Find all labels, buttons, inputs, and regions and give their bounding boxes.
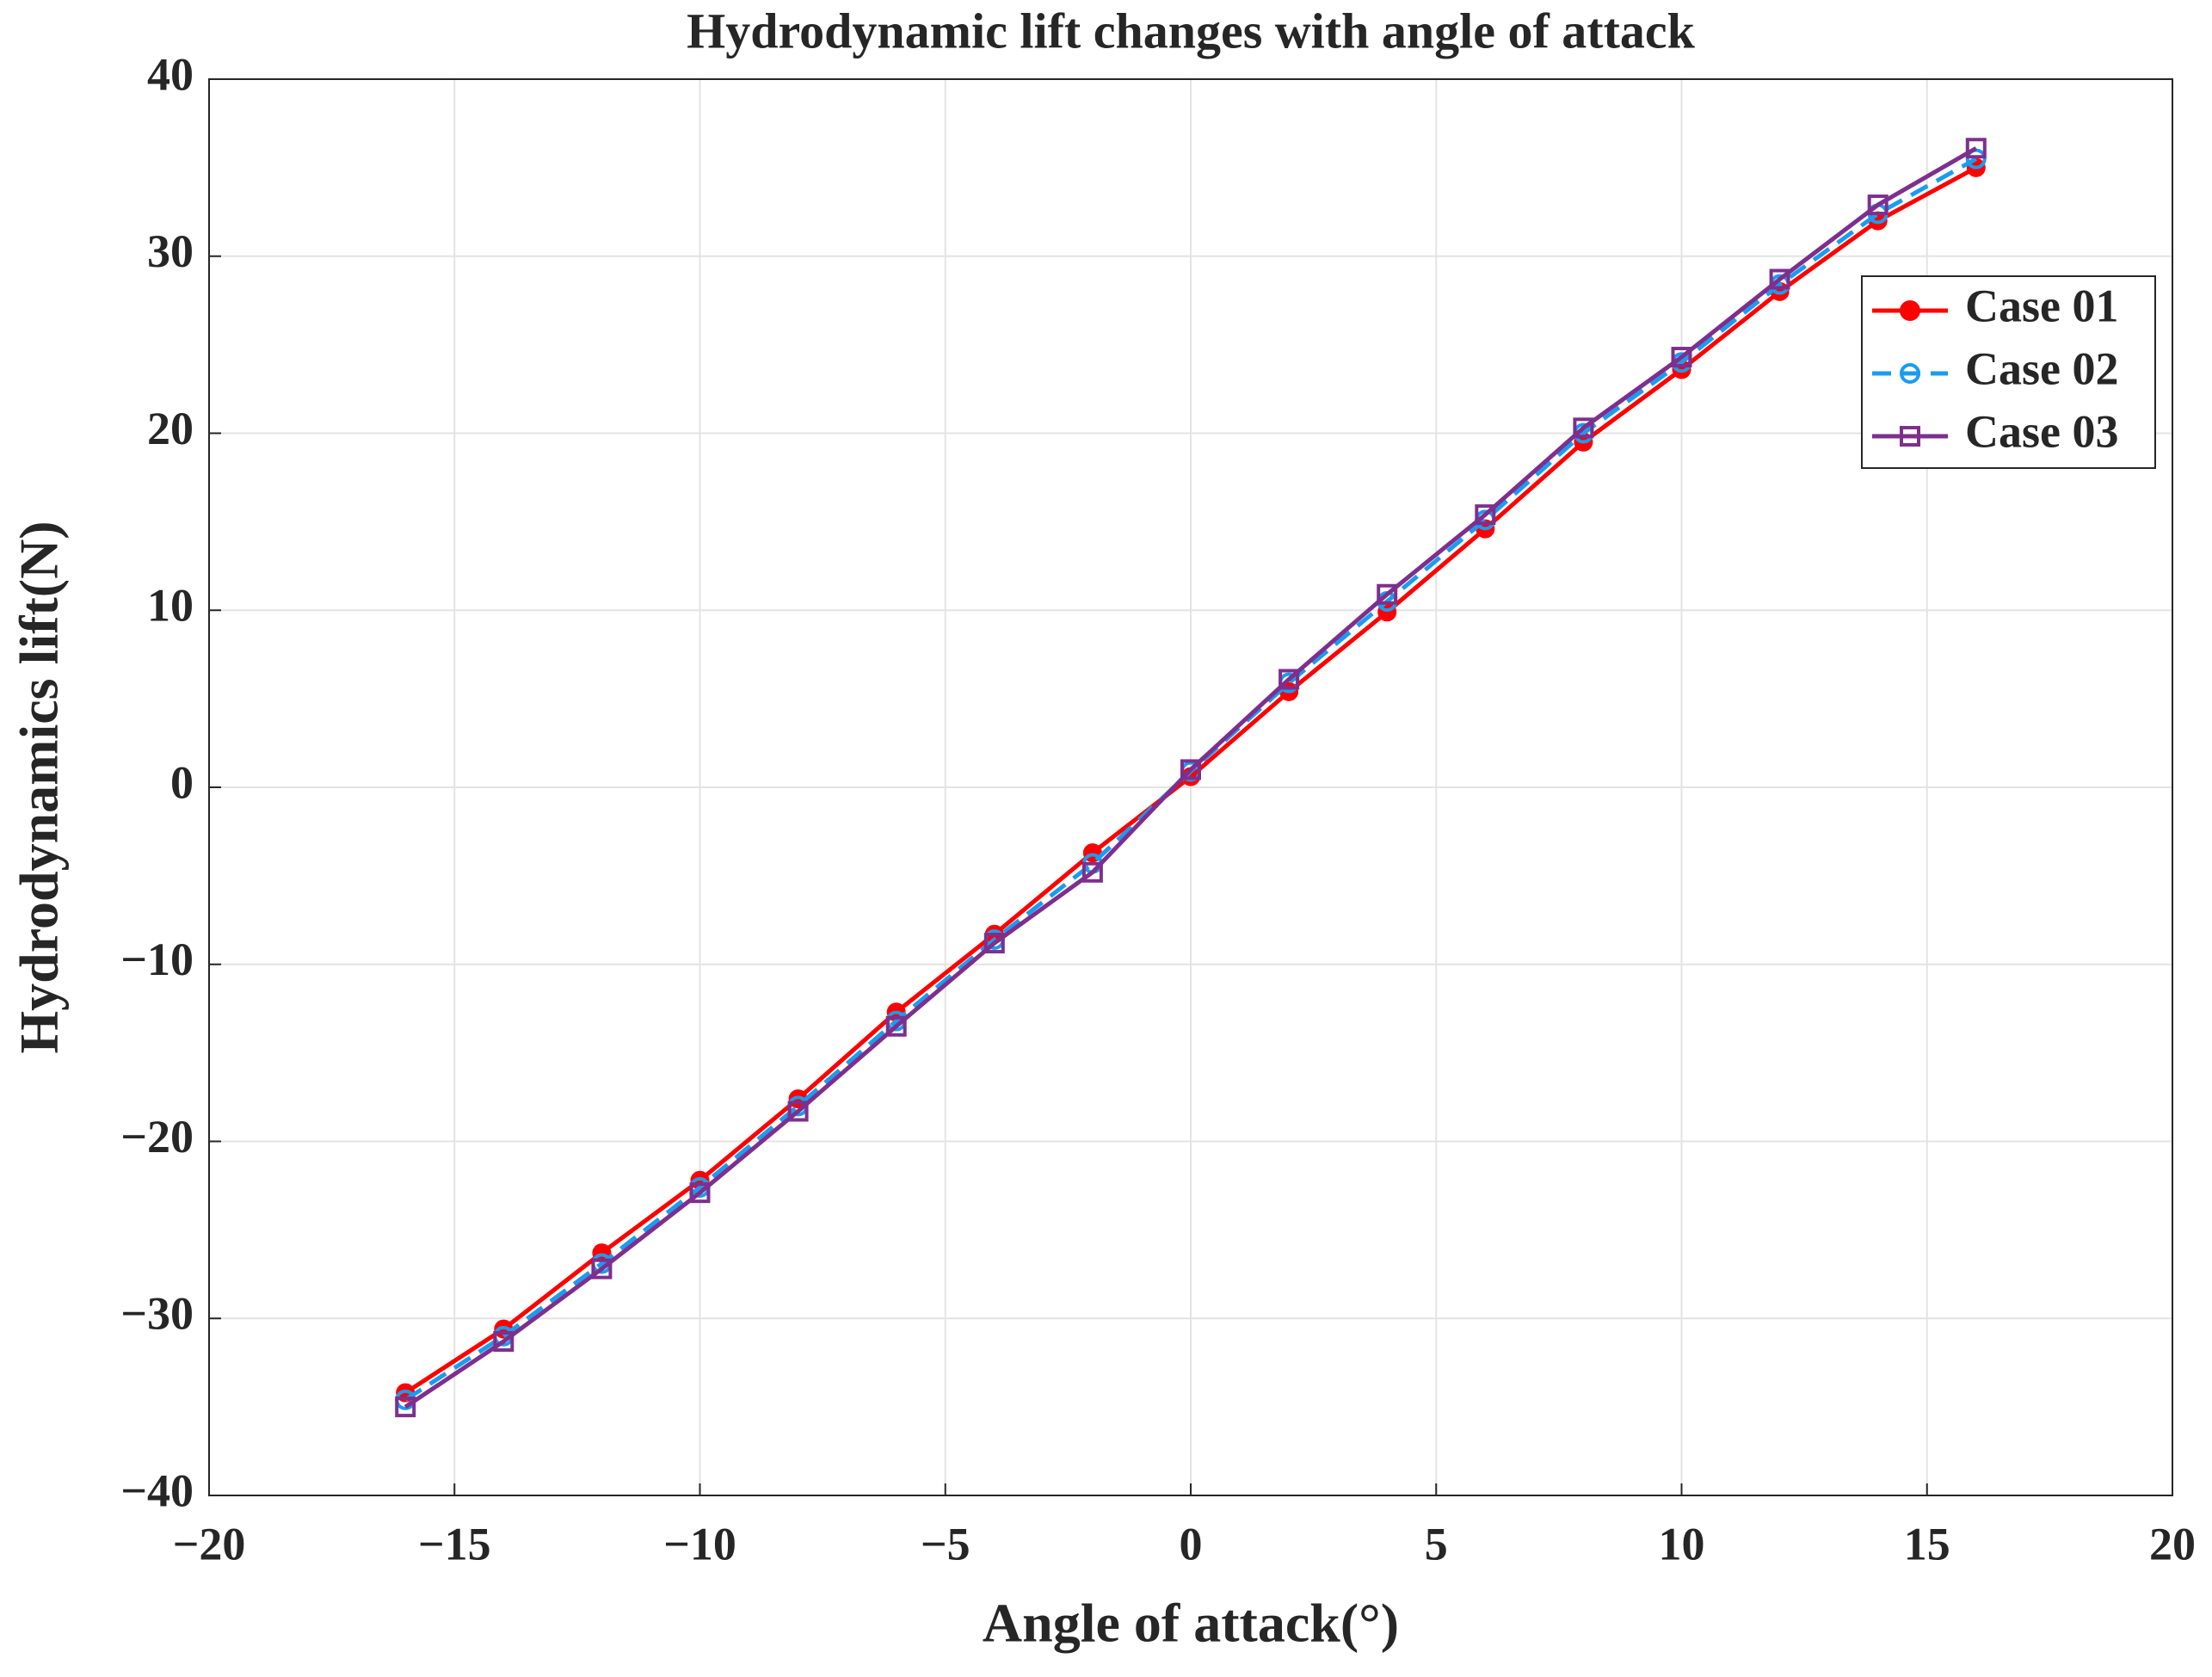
x-axis-label: Angle of attack(°) (983, 1593, 1399, 1654)
legend-marker (1900, 363, 1920, 384)
y-tick-label: 20 (147, 403, 194, 454)
chart-title: Hydrodynamic lift changes with angle of … (687, 3, 1696, 59)
x-tick-label: −20 (173, 1518, 246, 1569)
data-point (1573, 417, 1594, 439)
x-tick-label: 5 (1425, 1518, 1448, 1569)
legend-label: Case 03 (1965, 405, 2118, 457)
series-line (404, 146, 1978, 1409)
data-point (1081, 861, 1103, 883)
x-tick-label: −5 (921, 1518, 970, 1569)
data-point (1769, 268, 1790, 290)
y-tick-label: 40 (147, 48, 194, 100)
y-axis-label: Hydrodynamics lift(N) (9, 521, 70, 1053)
x-tick-label: −15 (418, 1518, 491, 1569)
x-tick-label: 15 (1904, 1518, 1950, 1569)
data-point (885, 1015, 907, 1037)
data-point (493, 1330, 514, 1352)
data-point (1377, 583, 1398, 605)
data-point (1180, 759, 1201, 780)
data-point (1671, 347, 1692, 368)
y-tick-label: 0 (170, 756, 194, 808)
legend-marker (1900, 300, 1920, 321)
x-tick-label: 20 (2149, 1518, 2196, 1569)
y-tick-label: −20 (120, 1111, 194, 1162)
x-tick-label: 10 (1659, 1518, 1705, 1569)
legend-label: Case 01 (1965, 280, 2118, 331)
data-point (1279, 669, 1300, 690)
data-point (395, 1396, 416, 1418)
data-point (591, 1258, 613, 1279)
y-tick-label: −30 (120, 1288, 194, 1340)
y-tick-label: 10 (147, 580, 194, 632)
data-point (787, 1101, 809, 1122)
x-tick-label: 0 (1180, 1518, 1203, 1569)
y-tick-label: −10 (120, 934, 194, 985)
y-tick-label: −40 (120, 1464, 194, 1516)
data-point (689, 1182, 711, 1204)
plot-frame (208, 78, 2173, 1496)
data-point (1867, 194, 1889, 216)
data-point (1965, 138, 1987, 159)
legend-label: Case 02 (1965, 342, 2118, 394)
data-point (983, 933, 1005, 954)
x-tick-label: −10 (663, 1518, 736, 1569)
legend-marker (1900, 426, 1920, 447)
data-point (1475, 504, 1496, 526)
y-tick-label: 30 (147, 225, 194, 277)
